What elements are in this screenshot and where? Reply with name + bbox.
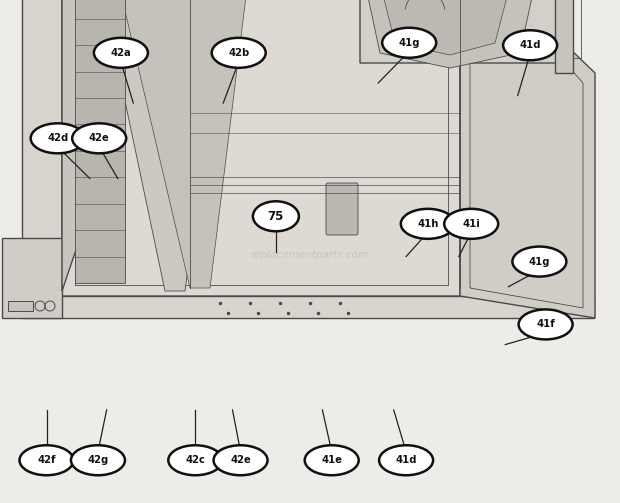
Polygon shape — [62, 0, 460, 296]
Text: 42g: 42g — [87, 455, 108, 465]
Ellipse shape — [253, 201, 299, 231]
FancyBboxPatch shape — [22, 0, 62, 296]
Ellipse shape — [518, 309, 573, 340]
FancyBboxPatch shape — [2, 238, 62, 318]
Polygon shape — [360, 0, 565, 63]
Text: 42d: 42d — [47, 133, 68, 143]
Ellipse shape — [168, 445, 223, 475]
Ellipse shape — [304, 445, 359, 475]
Ellipse shape — [503, 30, 557, 60]
Text: 41d: 41d — [520, 40, 541, 50]
Text: replacementparts.com: replacementparts.com — [251, 250, 369, 260]
Text: 42c: 42c — [185, 455, 205, 465]
Ellipse shape — [213, 445, 268, 475]
Ellipse shape — [72, 123, 126, 153]
Ellipse shape — [30, 123, 85, 153]
Ellipse shape — [19, 445, 74, 475]
Ellipse shape — [379, 445, 433, 475]
Polygon shape — [460, 0, 595, 318]
Text: 41h: 41h — [417, 219, 438, 229]
Ellipse shape — [382, 28, 436, 58]
Text: 41f: 41f — [536, 319, 555, 329]
Ellipse shape — [401, 209, 455, 239]
Polygon shape — [78, 0, 240, 291]
FancyBboxPatch shape — [75, 0, 125, 283]
Polygon shape — [62, 0, 200, 291]
Text: 42e: 42e — [89, 133, 110, 143]
Text: 75: 75 — [268, 210, 284, 223]
Text: 42a: 42a — [110, 48, 131, 58]
FancyBboxPatch shape — [22, 296, 594, 318]
Text: 42b: 42b — [228, 48, 249, 58]
Text: 42e: 42e — [230, 455, 251, 465]
Ellipse shape — [71, 445, 125, 475]
Ellipse shape — [444, 209, 498, 239]
Ellipse shape — [211, 38, 266, 68]
Ellipse shape — [512, 246, 567, 277]
Text: 41i: 41i — [463, 219, 480, 229]
Text: 41d: 41d — [396, 455, 417, 465]
Polygon shape — [383, 0, 508, 55]
Text: 41e: 41e — [321, 455, 342, 465]
Polygon shape — [365, 0, 535, 68]
FancyBboxPatch shape — [326, 183, 358, 235]
Polygon shape — [95, 0, 260, 288]
Text: 41g: 41g — [529, 257, 550, 267]
FancyBboxPatch shape — [555, 0, 573, 73]
Text: 42f: 42f — [37, 455, 56, 465]
Ellipse shape — [94, 38, 148, 68]
Text: 41g: 41g — [399, 38, 420, 48]
FancyBboxPatch shape — [8, 301, 33, 311]
